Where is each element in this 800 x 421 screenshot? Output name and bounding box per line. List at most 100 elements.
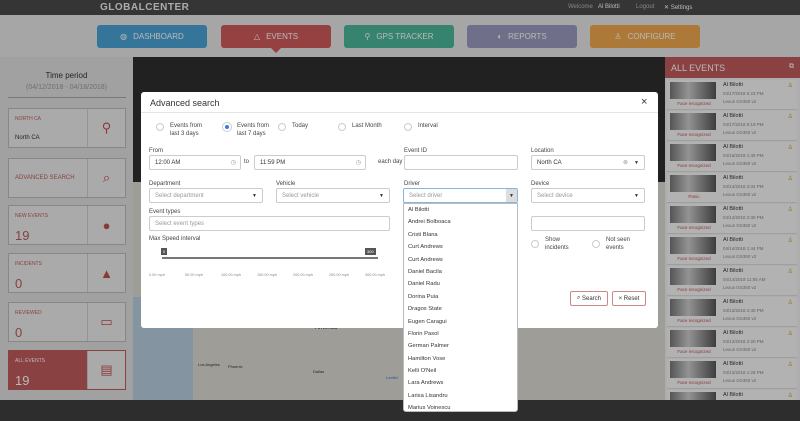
driver-option[interactable]: Larisa Lisandru [408,392,448,399]
show-incidents-radio[interactable] [531,240,539,248]
vehicle-label: Vehicle [276,181,296,187]
active-nav-pointer [271,48,281,58]
department-select[interactable]: Select department ▼ [149,188,263,203]
event-item[interactable]: Face recognized Al Bilotti 04/13/2018 2:40… [667,297,797,327]
event-item[interactable]: Face recognized Al Bilotti 04/13/2018 2:20… [667,328,797,358]
vehicle-select[interactable]: Select vehicle ▼ [276,188,390,203]
clock-icon[interactable]: ◷ [355,160,361,166]
to-time-input[interactable]: 11:59 PM ◷ [254,155,366,170]
period-radio-label: Last Month [352,123,382,129]
event-item[interactable]: Face recognized Al Bilotti 04/14/2018 1:44… [667,235,797,265]
event-thumbnail[interactable] [670,237,716,254]
logout-link[interactable]: Logout [636,4,655,10]
nav-reports[interactable]: ◐ REPORTS [467,25,577,48]
device-select[interactable]: Select device ▼ [531,188,645,203]
caret-down-icon[interactable]: ▼ [506,189,517,202]
period-radio[interactable] [278,123,286,131]
map-pin-icon: ⚲ [87,109,125,147]
nav-events[interactable]: △ EVENTS [221,25,331,48]
event-id-input[interactable] [404,155,518,170]
driver-option[interactable]: Florin Pasol [408,330,439,337]
map-label: Los Angeles [198,362,220,367]
nav-dashboard[interactable]: ◍ DASHBOARD [97,25,207,48]
period-radio[interactable] [338,123,346,131]
modal-title: Advanced search [150,98,220,108]
chart-icon: ◐ [497,32,503,41]
period-radio[interactable] [156,123,164,131]
to-label: to [244,159,250,165]
nav-configure[interactable]: ♙ CONFIGURE [590,25,700,48]
driver-option[interactable]: Hamilton Vose [408,355,446,362]
from-time-input[interactable]: 12:00 AM ◷ [149,155,241,170]
driver-option[interactable]: Curt Andrews [408,244,443,251]
event-thumbnail[interactable] [670,113,716,130]
all-events-card[interactable]: ALL EVENTS 19 ▤ [8,350,126,390]
incidents-card[interactable]: INCIDENTS 0 ▲ [8,253,126,293]
event-thumbnail[interactable] [670,299,716,316]
search-button[interactable]: ⌕ Search [570,291,608,306]
speed-slider-track[interactable] [162,257,378,259]
driver-option[interactable]: Al Bilotti [408,207,429,213]
settings-link[interactable]: ✕ Settings [664,5,693,11]
event-thumbnail[interactable] [670,361,716,378]
folder-icon: ▤ [87,351,125,389]
reviewed-card[interactable]: REVIEWED 0 ▭ [8,302,126,342]
driver-select[interactable]: Select driver ▼ [403,188,518,203]
logo: GLOBALCENTER [100,2,190,13]
driver-option[interactable]: German Palmer [408,343,449,350]
driver-option[interactable]: Marius Voinescu [408,405,451,412]
event-thumbnail[interactable] [670,82,716,99]
event-thumbnail[interactable] [670,206,716,223]
driver-icon: ♙ [787,269,793,275]
event-item[interactable]: Face recognized Al Bilotti 04/17/2018 5:23… [667,80,797,110]
clock-icon[interactable]: ◷ [230,160,236,166]
leaflet-link[interactable]: Leaflet [386,375,399,380]
clear-icon[interactable]: ⊗ [622,160,628,166]
driver-option[interactable]: Cristi Blana [408,231,438,238]
event-thumbnail[interactable] [670,144,716,161]
not-seen-radio[interactable] [592,240,600,248]
events-panel-header: ALL EVENTS ⧉ [665,57,800,78]
driver-option[interactable]: Curt Andrews [408,256,443,263]
driver-option[interactable]: Daniel Radu [408,281,440,288]
speed-min-handle[interactable]: 0 [161,248,168,255]
period-radio[interactable] [223,123,231,131]
event-thumbnail[interactable] [670,268,716,285]
copy-icon[interactable]: ⧉ [789,63,794,70]
driver-option[interactable]: Daniel Bacila [408,268,442,275]
new-events-card[interactable]: NEW EVENTS 19 ● [8,205,126,245]
event-item[interactable]: Face recognized Al Bilotti 04/16/2018 1:49… [667,142,797,172]
hidden-input[interactable] [531,216,645,231]
event-item[interactable]: Face recognized Al Bilotti 04/14/2018 11:5… [667,266,797,296]
map-label: Dallas [313,369,325,374]
driver-option[interactable]: Andrei Bolboaca [408,219,451,226]
period-radio[interactable] [404,123,412,131]
nav-gps-tracker[interactable]: ⚲ GPS TRACKER [344,25,454,48]
event-item[interactable]: Panic Al Bilotti 04/14/2018 3:34 PM Lexus G… [667,173,797,203]
location-card[interactable]: NORTH CA North CA ⚲ [8,108,126,148]
speed-max-handle[interactable]: 300 [365,248,376,255]
event-thumbnail[interactable] [670,330,716,347]
time-period-range: (04/12/2018 - 04/18/2018) [26,84,107,91]
from-label: From [149,148,163,154]
advanced-search-card[interactable]: ADVANCED SEARCH ⌕ [8,158,126,198]
event-thumbnail[interactable] [670,175,716,192]
event-types-input[interactable]: Select event types [149,216,390,231]
wrench-icon: ✕ [664,5,671,11]
driver-option[interactable]: Dragos State [408,306,442,313]
driver-option[interactable]: Eugen Caragui [408,318,447,325]
driver-option[interactable]: Dorina Puia [408,293,439,300]
close-icon[interactable]: × [641,96,648,108]
location-select[interactable]: North CA [15,135,40,141]
event-item[interactable]: Face recognized Al Bilotti 04/17/2018 5:19… [667,111,797,141]
speed-tick-label: 50.00 mph [185,273,203,277]
reset-button[interactable]: × Reset [612,291,646,306]
welcome-text: Welcome [568,4,593,10]
event-item[interactable]: Face recognized Al Bilotti 04/13/2018 1:28… [667,359,797,389]
driver-option[interactable]: Kelli O'Neil [408,368,437,375]
location-select[interactable]: North CA ⊗ ▼ [531,155,645,170]
driver-option[interactable]: Lara Andrews [408,380,444,387]
time-period-title: Time period [45,71,88,80]
event-item[interactable]: Face recognized Al Bilotti 04/14/2018 2:30… [667,204,797,234]
alert-badge-icon: ● [87,206,125,244]
